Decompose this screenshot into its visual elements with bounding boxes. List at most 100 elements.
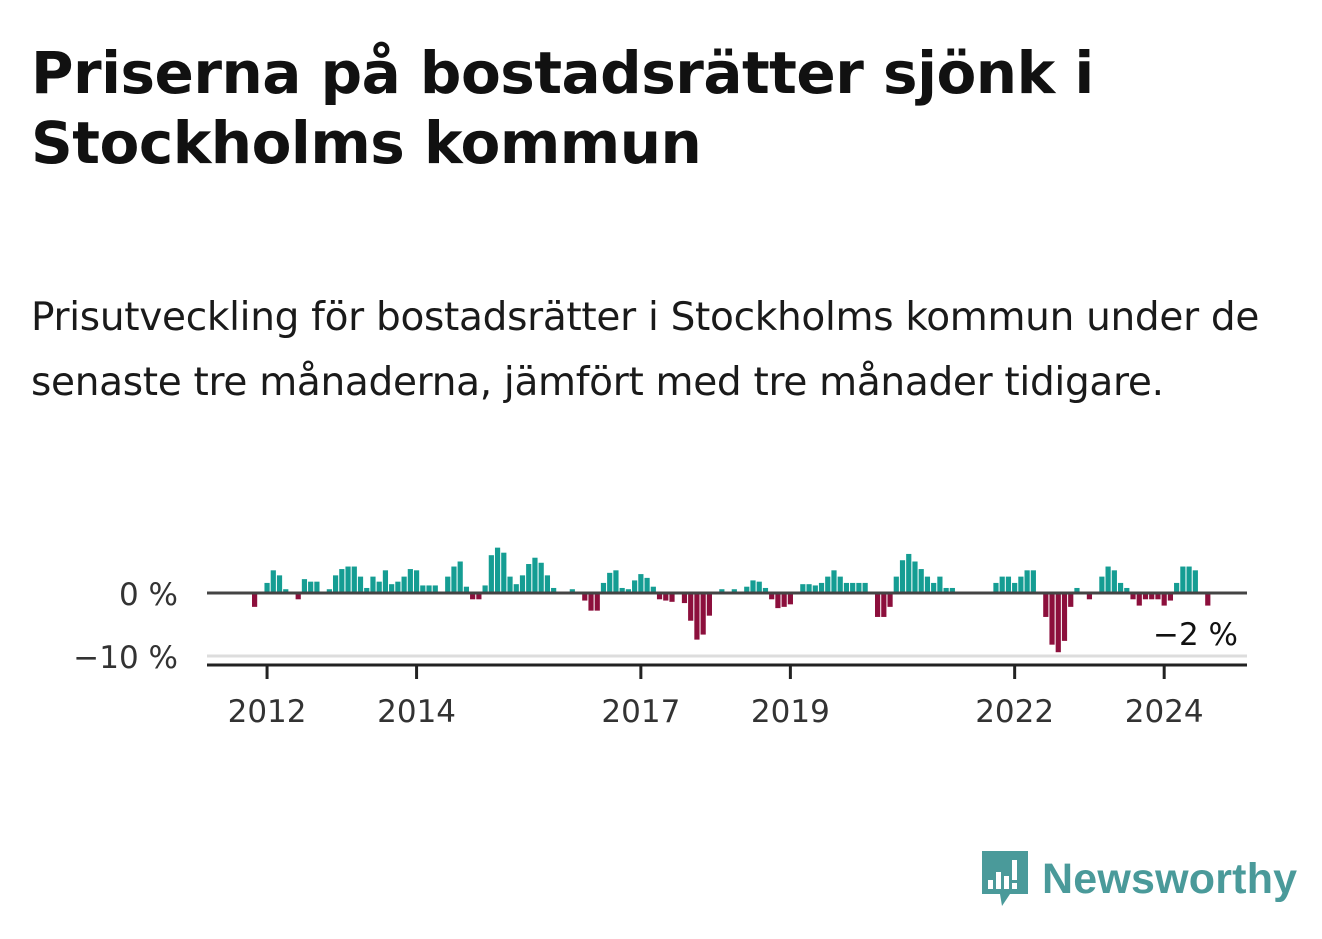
bar bbox=[1124, 587, 1130, 593]
bar bbox=[376, 581, 382, 593]
last-value-label: −2 % bbox=[1153, 617, 1238, 653]
bar bbox=[569, 589, 575, 593]
bar bbox=[656, 593, 663, 600]
bar bbox=[1130, 593, 1136, 600]
bar bbox=[1117, 582, 1124, 593]
bar bbox=[1061, 593, 1068, 641]
bar bbox=[1012, 582, 1018, 593]
bar bbox=[906, 553, 912, 593]
bar bbox=[756, 581, 762, 593]
bar bbox=[252, 593, 258, 607]
bar bbox=[881, 593, 887, 617]
bar bbox=[519, 575, 526, 593]
bar bbox=[812, 585, 818, 593]
bar bbox=[488, 555, 494, 593]
bar bbox=[681, 593, 688, 604]
bar bbox=[1180, 566, 1186, 593]
bar bbox=[1099, 576, 1105, 593]
bar bbox=[632, 580, 638, 593]
bar bbox=[1111, 570, 1117, 593]
bar bbox=[389, 584, 395, 593]
bar bbox=[582, 593, 588, 601]
bar bbox=[1186, 566, 1192, 593]
bar bbox=[470, 593, 476, 600]
bar bbox=[1018, 576, 1024, 593]
bar bbox=[588, 593, 594, 611]
bar bbox=[937, 576, 943, 593]
bar bbox=[669, 593, 675, 602]
bar bbox=[1055, 593, 1061, 653]
bar bbox=[850, 582, 856, 593]
bar bbox=[688, 593, 694, 621]
bar bbox=[295, 593, 301, 600]
newsworthy-logo[interactable]: Newsworthy bbox=[980, 848, 1297, 910]
bar bbox=[856, 582, 862, 593]
bar-chart: 0 % −10 % 2012 2014 2017 2019 2022 2024 −2 % bbox=[73, 547, 1247, 730]
bar bbox=[750, 580, 756, 593]
bar bbox=[413, 570, 420, 593]
x-tick-label: 2017 bbox=[601, 694, 680, 730]
bar bbox=[551, 587, 557, 593]
bar bbox=[999, 576, 1005, 593]
bar bbox=[644, 577, 650, 593]
bar bbox=[899, 560, 906, 593]
bar bbox=[432, 585, 438, 593]
logo-text: Newsworthy bbox=[1042, 854, 1298, 903]
bar bbox=[538, 562, 544, 593]
bar bbox=[1024, 570, 1030, 593]
bar bbox=[619, 587, 625, 593]
bar bbox=[1043, 593, 1049, 617]
bar bbox=[1142, 593, 1149, 600]
y-tick-label: 0 % bbox=[119, 577, 178, 613]
bar bbox=[769, 593, 775, 600]
bar bbox=[264, 582, 270, 593]
bar bbox=[339, 569, 345, 593]
bar bbox=[1205, 593, 1211, 606]
x-tick-label: 2022 bbox=[975, 694, 1054, 730]
bar bbox=[426, 585, 432, 593]
bar bbox=[395, 581, 401, 593]
bar bbox=[862, 582, 868, 593]
bar bbox=[351, 566, 357, 593]
x-tick-label: 2012 bbox=[228, 694, 307, 730]
bar bbox=[706, 593, 712, 616]
bar bbox=[993, 582, 999, 593]
bar bbox=[893, 576, 899, 593]
bar bbox=[301, 579, 308, 593]
bar bbox=[1149, 593, 1155, 600]
bar bbox=[532, 557, 538, 593]
bar bbox=[407, 569, 413, 593]
bar bbox=[420, 585, 426, 593]
bar bbox=[818, 582, 825, 593]
bar bbox=[507, 576, 513, 593]
bar bbox=[544, 575, 551, 593]
bar bbox=[663, 593, 669, 601]
y-tick-label: −10 % bbox=[73, 640, 178, 676]
bar bbox=[1005, 576, 1012, 593]
bar bbox=[918, 569, 924, 593]
bar bbox=[276, 575, 283, 593]
bar bbox=[494, 547, 501, 593]
bar bbox=[345, 566, 351, 593]
bar bbox=[364, 587, 370, 593]
bar bbox=[912, 561, 918, 593]
bar bbox=[875, 593, 881, 617]
bar bbox=[931, 582, 937, 593]
bar bbox=[1192, 570, 1198, 593]
x-tick-label: 2019 bbox=[751, 694, 830, 730]
bar bbox=[650, 586, 656, 593]
bar bbox=[283, 589, 289, 593]
chart-subtitle: Prisutveckling för bostadsrätter i Stock… bbox=[31, 295, 1260, 405]
bar bbox=[625, 589, 631, 593]
bar bbox=[401, 576, 407, 593]
chart-title: Priserna på bostadsrätter sjönk i Stockh… bbox=[31, 39, 1094, 177]
bar bbox=[843, 582, 850, 593]
bar bbox=[781, 593, 787, 607]
bar bbox=[1136, 593, 1142, 606]
bar bbox=[600, 582, 607, 593]
bar bbox=[476, 593, 482, 600]
bar bbox=[1174, 582, 1180, 593]
bar bbox=[949, 587, 955, 593]
bar bbox=[513, 584, 519, 593]
bar bbox=[1074, 587, 1080, 593]
